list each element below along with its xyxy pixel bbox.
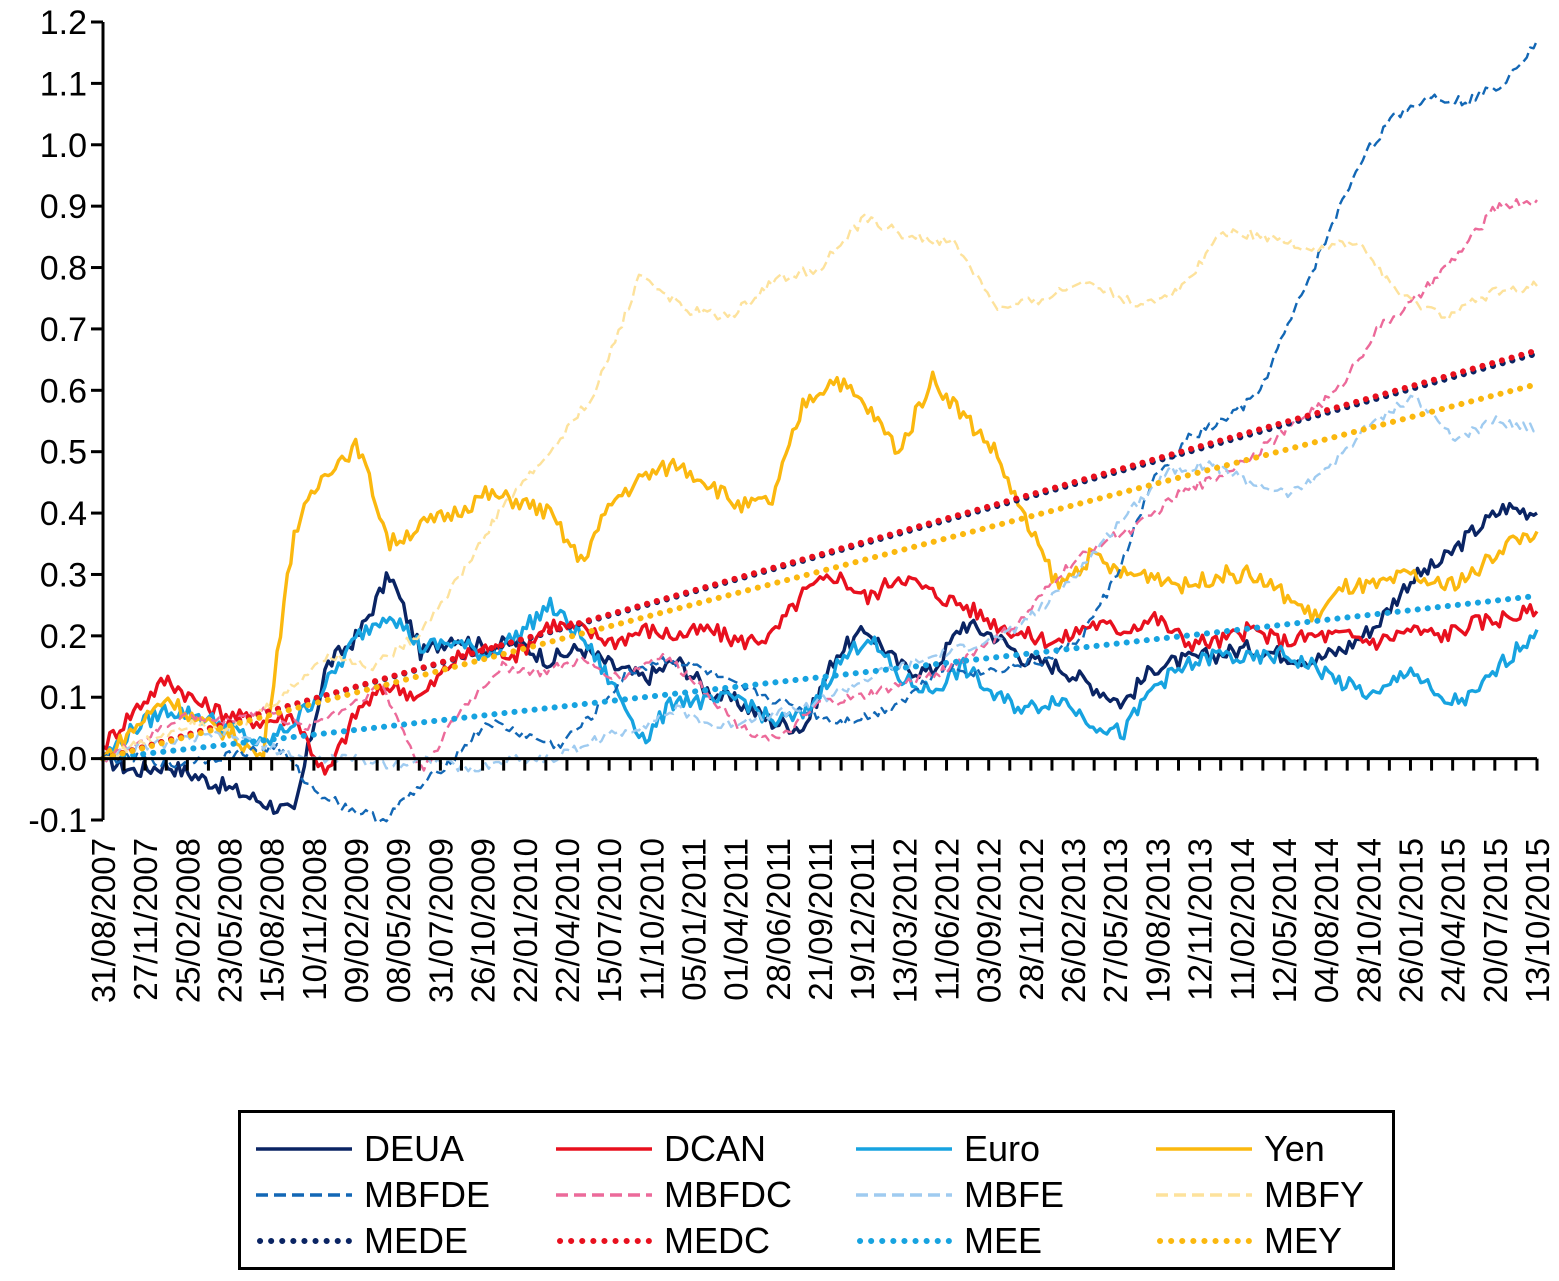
- x-tick-label: 12/11/2013: [1182, 838, 1219, 1001]
- legend-swatch: [256, 1193, 352, 1197]
- legend-swatch: [256, 1147, 352, 1151]
- y-tick-label: 0.2: [40, 618, 87, 656]
- x-tick-label: 05/01/2011: [675, 838, 712, 1001]
- legend-item-medc: MEDC: [556, 1219, 770, 1263]
- x-tick-label: 11/06/2012: [929, 838, 966, 1001]
- legend-swatch: [856, 1147, 952, 1151]
- x-tick-label: 23/05/2008: [212, 838, 249, 1003]
- legend: DEUA DCAN Euro Yen MBFDE MBFDC MBFE MBFY MEDE MED…: [238, 1110, 1395, 1270]
- series-line-mbfy: [102, 213, 1538, 760]
- series-line-yen: [101, 370, 1539, 760]
- legend-item-mee: MEE: [856, 1219, 1042, 1263]
- y-tick-label: 0.9: [40, 188, 87, 226]
- x-tick-label: 31/08/2007: [85, 838, 122, 1003]
- x-tick-label: 11/10/2010: [633, 838, 670, 1001]
- x-tick-label: 13/03/2012: [886, 838, 923, 1003]
- line-chart: -0.1 0.0 0.1 0.2 0.3 0.4 0.5 0.6 0.7 0.8 0.9 1.0 1.1…: [28, 4, 1556, 1003]
- x-tick-label: 03/09/2012: [971, 838, 1008, 1003]
- x-tick-label: 19/08/2013: [1139, 838, 1176, 1003]
- x-tick-label: 20/07/2015: [1477, 838, 1514, 1003]
- x-tick-label: 15/07/2010: [591, 838, 628, 1003]
- legend-item-yen: Yen: [1156, 1127, 1325, 1171]
- legend-label: MBFE: [964, 1174, 1065, 1215]
- legend-label: MEDE: [364, 1220, 469, 1261]
- series-line-mbfde: [102, 39, 1539, 824]
- legend-swatch: [1157, 1238, 1252, 1244]
- x-tick-label: 22/01/2010: [507, 838, 544, 1003]
- x-tick-label: 28/06/2011: [760, 838, 797, 1001]
- x-tick-label: 26/10/2009: [465, 838, 502, 1003]
- x-tick-label: 01/04/2011: [718, 838, 755, 1001]
- x-tick-label: 28/10/2014: [1350, 838, 1387, 1003]
- legend-swatch: [557, 1238, 652, 1244]
- legend-item-mbfde: MBFDE: [256, 1173, 490, 1217]
- legend-label: MBFDE: [364, 1174, 490, 1215]
- y-tick-label: 1.2: [40, 4, 87, 42]
- x-tick-label: 19/12/2011: [844, 838, 881, 1001]
- x-tick-label: 27/11/2007: [127, 838, 164, 1001]
- y-tick-label: 0.8: [40, 250, 87, 288]
- x-tick-label: 26/01/2015: [1392, 838, 1429, 1003]
- legend-swatch: [857, 1238, 952, 1244]
- x-tick-label: 15/08/2008: [254, 838, 291, 1003]
- x-tick-label: 13/10/2015: [1519, 838, 1556, 1003]
- series-line-mey: [100, 381, 1540, 762]
- x-tick-label: 31/07/2009: [422, 838, 459, 1003]
- y-tick-label: 0.3: [40, 556, 87, 594]
- legend-label: Yen: [1264, 1128, 1325, 1169]
- series-line-medc: [100, 347, 1540, 762]
- axes: -0.1 0.0 0.1 0.2 0.3 0.4 0.5 0.6 0.7 0.8 0.9 1.0 1.1…: [28, 4, 1556, 1003]
- y-tick-label: -0.1: [28, 802, 87, 840]
- x-tick-label: 22/04/2010: [549, 838, 586, 1003]
- series-line-mbfe: [102, 394, 1538, 773]
- x-tick-label: 04/08/2014: [1308, 838, 1345, 1003]
- y-tick-label: 0.4: [40, 495, 87, 533]
- legend-item-deua: DEUA: [256, 1127, 464, 1171]
- y-tick-label: 0.6: [40, 372, 87, 410]
- x-tick-label: 24/04/2015: [1435, 838, 1472, 1003]
- legend-item-mbfdc: MBFDC: [556, 1173, 792, 1217]
- series-line-euro: [102, 596, 1539, 761]
- legend-item-mede: MEDE: [256, 1219, 468, 1263]
- legend-item-mbfy: MBFY: [1156, 1173, 1364, 1217]
- x-tick-label: 11/02/2014: [1224, 838, 1261, 1001]
- legend-swatch: [1156, 1147, 1252, 1151]
- x-tick-label: 25/02/2008: [169, 838, 206, 1003]
- legend-swatch: [556, 1193, 652, 1197]
- legend-item-mey: MEY: [1156, 1219, 1342, 1263]
- legend-label: MBFY: [1264, 1174, 1365, 1215]
- legend-item-euro: Euro: [856, 1127, 1040, 1171]
- x-tick-label: 09/02/2009: [338, 838, 375, 1003]
- x-tick-label: 26/02/2013: [1055, 838, 1092, 1003]
- x-tick-label: 21/09/2011: [802, 838, 839, 1001]
- legend-item-dcan: DCAN: [556, 1127, 766, 1171]
- legend-swatch: [856, 1193, 952, 1197]
- y-tick-label: 1.0: [40, 127, 87, 165]
- legend-label: MEDC: [664, 1220, 770, 1261]
- legend-swatch: [556, 1147, 652, 1151]
- x-tick-label: 08/05/2009: [380, 838, 417, 1003]
- y-tick-label: 1.1: [40, 65, 87, 103]
- y-tick-label: 0.5: [40, 434, 87, 472]
- series-line-deua: [101, 501, 1538, 815]
- legend-label: MEY: [1264, 1220, 1343, 1261]
- legend-label: DCAN: [664, 1128, 767, 1169]
- series-line-mee: [100, 592, 1540, 762]
- x-tick-label: 27/05/2013: [1097, 838, 1134, 1003]
- legend-label: MBFDC: [664, 1174, 792, 1215]
- plot-area: [100, 39, 1540, 824]
- legend-label: MEE: [964, 1220, 1043, 1261]
- legend-label: DEUA: [364, 1128, 465, 1169]
- legend-swatch: [257, 1238, 352, 1244]
- series-line-dcan: [101, 571, 1539, 776]
- legend-label: Euro: [964, 1128, 1041, 1169]
- y-tick-label: 0.0: [40, 741, 87, 779]
- legend-item-mbfe: MBFE: [856, 1173, 1064, 1217]
- x-tick-label: 28/11/2012: [1013, 838, 1050, 1001]
- y-tick-label: 0.1: [40, 679, 87, 717]
- y-tick-label: 0.7: [40, 311, 87, 349]
- x-tick-label: 12/05/2014: [1266, 838, 1303, 1003]
- x-tick-label: 10/11/2008: [296, 838, 333, 1001]
- legend-swatch: [1156, 1193, 1252, 1197]
